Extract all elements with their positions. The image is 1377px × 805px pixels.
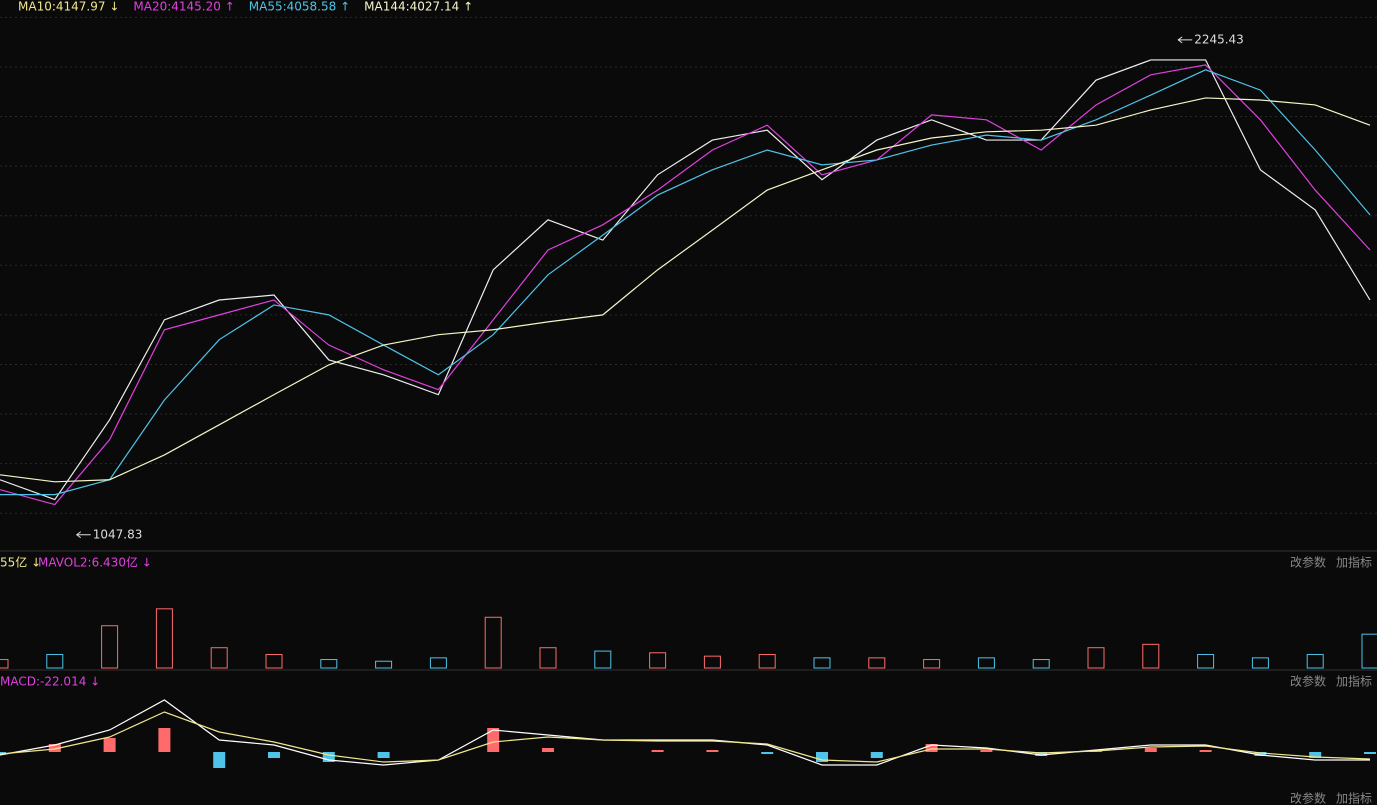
macd-bar <box>0 752 6 754</box>
indicator-label: MA144:4027.14 ↑ <box>364 0 473 14</box>
macd-bar <box>542 748 554 752</box>
volume-bar <box>758 653 776 669</box>
volume-bar <box>210 647 228 669</box>
volume-bar <box>1032 659 1050 669</box>
volume-label: 55亿 ↓ <box>0 555 41 570</box>
volume-bar <box>375 660 393 669</box>
volume-bar <box>46 653 64 669</box>
add-indicator-button[interactable]: 加指标 <box>1336 555 1372 570</box>
volume-bar <box>539 647 557 669</box>
ma-line <box>0 59 1371 501</box>
volume-bar <box>1197 653 1215 669</box>
price-annotation: 2245.43 <box>1194 32 1244 46</box>
volume-bar <box>1087 647 1105 669</box>
edit-params-button[interactable]: 改参数 <box>1290 555 1326 570</box>
macd-bar <box>487 728 500 752</box>
macd-line <box>0 699 1370 766</box>
add-indicator-button[interactable]: 加指标 <box>1336 674 1372 689</box>
macd-bar <box>816 752 828 762</box>
price-annotation: 1047.83 <box>93 527 143 541</box>
volume-bar <box>813 657 831 669</box>
add-indicator-button[interactable]: 加指标 <box>1336 791 1372 805</box>
macd-bar <box>377 752 390 758</box>
macd-bar <box>103 738 116 752</box>
macd-bar <box>48 744 61 752</box>
macd-bar <box>651 750 664 752</box>
volume-bar <box>429 657 447 669</box>
macd-bar <box>1309 752 1322 758</box>
volume-bar <box>594 650 612 669</box>
ma-line <box>0 64 1371 506</box>
volume-bar <box>1361 633 1377 669</box>
indicator-label: MA55:4058.58 ↑ <box>249 0 350 14</box>
volume-bar <box>320 659 338 669</box>
volume-bar <box>923 659 941 669</box>
macd-bar <box>213 752 226 768</box>
macd-bar <box>268 752 280 758</box>
indicator-label: MA20:4145.20 ↑ <box>133 0 234 14</box>
macd-bar <box>1364 752 1376 754</box>
macd-line <box>0 711 1371 763</box>
volume-ma-label: MAVOL2:6.430亿 ↓ <box>38 555 152 570</box>
ma-line <box>0 97 1371 483</box>
macd-bar <box>870 752 883 758</box>
macd-label: MACD:-22.014 ↓ <box>0 675 100 689</box>
volume-bar <box>1142 643 1160 669</box>
volume-bar <box>1251 657 1269 669</box>
edit-params-button[interactable]: 改参数 <box>1290 674 1326 689</box>
volume-bar <box>703 655 721 669</box>
macd-bar <box>925 744 938 752</box>
macd-bar <box>706 750 719 752</box>
volume-bar <box>1306 653 1324 669</box>
volume-bar <box>0 659 9 669</box>
macd-bar <box>1144 748 1157 752</box>
volume-bar <box>265 653 283 669</box>
macd-bar <box>761 752 774 754</box>
volume-bar <box>649 652 667 669</box>
macd-bar <box>322 752 335 762</box>
indicator-label: MA10:4147.97 ↓ <box>18 0 119 14</box>
macd-bar <box>1035 752 1048 756</box>
volume-bar <box>977 657 995 669</box>
macd-bar <box>158 728 171 752</box>
volume-bar <box>484 616 502 669</box>
edit-params-button[interactable]: 改参数 <box>1290 791 1326 805</box>
volume-bar <box>101 625 119 669</box>
volume-bar <box>155 608 173 669</box>
ma-line <box>0 69 1371 496</box>
annotation-arrow <box>1177 36 1193 44</box>
macd-bar <box>980 750 993 752</box>
annotation-arrow <box>75 531 91 539</box>
macd-bar <box>1199 750 1212 752</box>
volume-bar <box>868 657 886 669</box>
macd-bar <box>1254 752 1267 756</box>
